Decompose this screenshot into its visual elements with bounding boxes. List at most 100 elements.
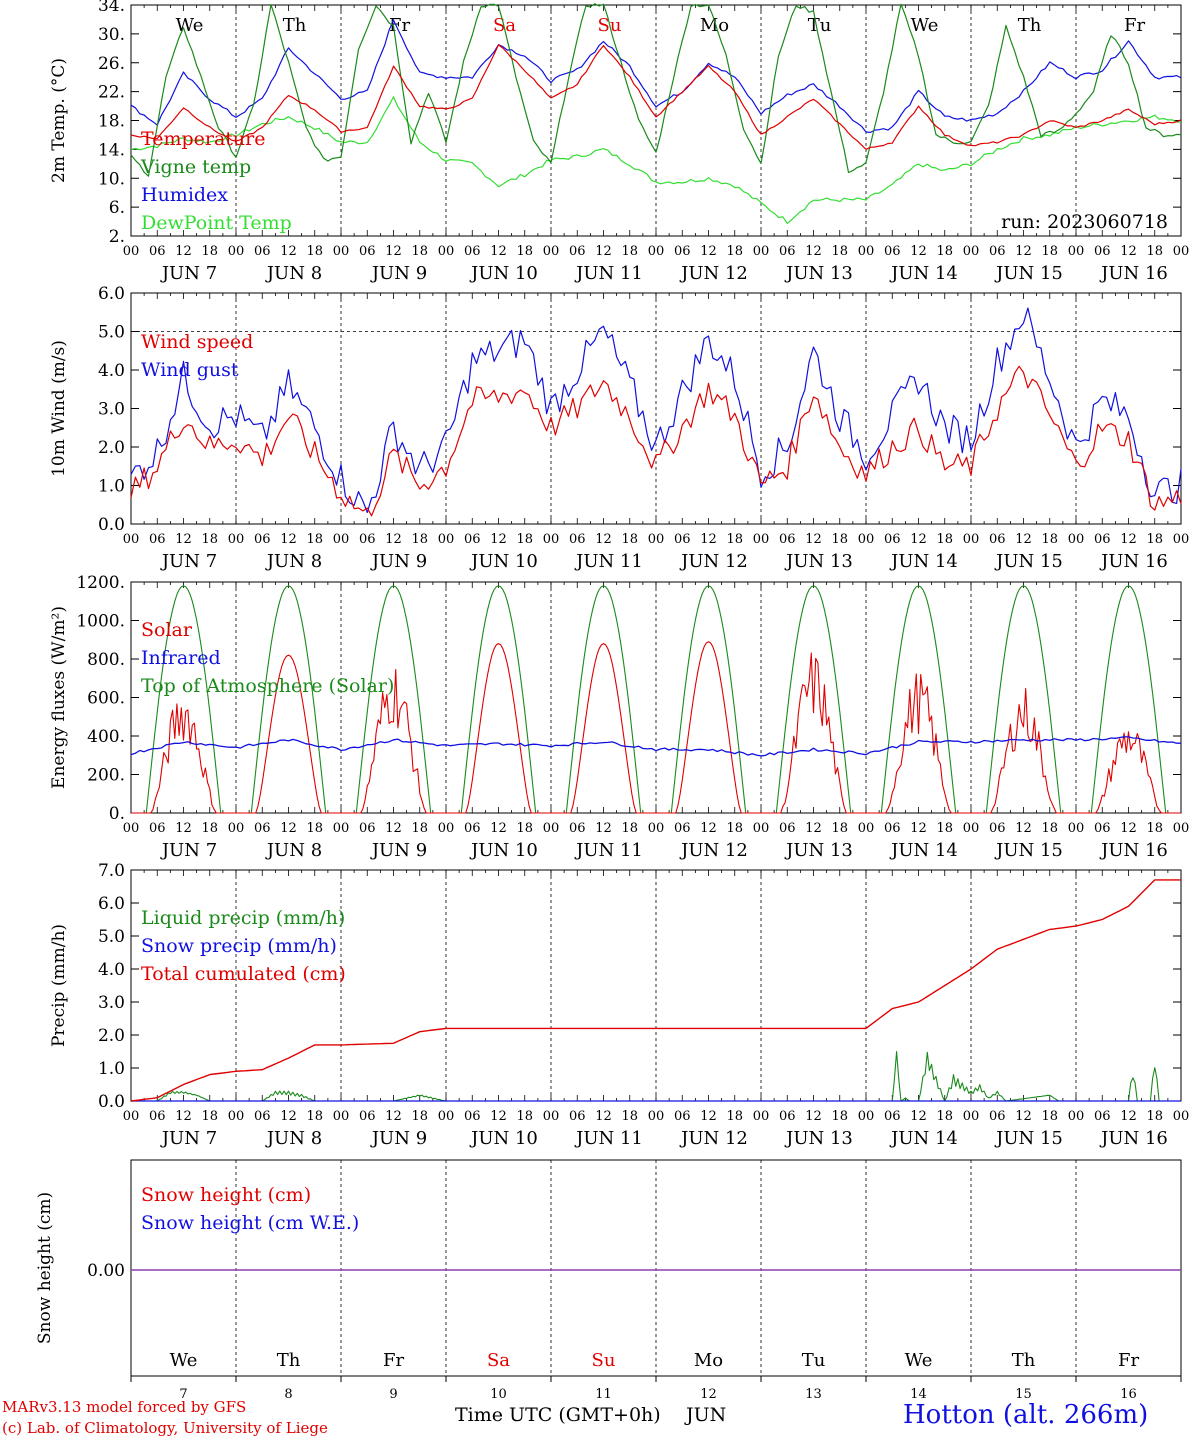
bottom-day-label: 14 bbox=[910, 1387, 927, 1402]
weekday-label: Mo bbox=[694, 1350, 723, 1371]
weekday-label: We bbox=[176, 15, 204, 36]
hour-label: 06 bbox=[359, 532, 376, 547]
date-label: JUN 11 bbox=[574, 840, 643, 861]
hour-label: 00 bbox=[333, 532, 350, 547]
weekday-label: Mo bbox=[700, 15, 729, 36]
hour-label: 12 bbox=[910, 244, 927, 259]
legend-infrared: Infrared bbox=[141, 647, 221, 669]
weekday-label: Su bbox=[592, 1350, 616, 1371]
y-tick-label: 0. bbox=[109, 804, 125, 824]
hour-label: 00 bbox=[963, 1109, 980, 1124]
hour-label: 06 bbox=[779, 244, 796, 259]
date-label: JUN 8 bbox=[265, 551, 322, 572]
hour-label: 00 bbox=[543, 821, 560, 836]
hour-label: 18 bbox=[516, 532, 533, 547]
hour-label: 12 bbox=[595, 532, 612, 547]
y-tick-label: 14. bbox=[98, 140, 125, 160]
y-tick-label: 2. bbox=[109, 227, 125, 247]
hour-label: 06 bbox=[674, 532, 691, 547]
hour-label: 12 bbox=[910, 1109, 927, 1124]
hour-label: 00 bbox=[963, 244, 980, 259]
hour-label: 12 bbox=[700, 821, 717, 836]
y-axis-label-4: Precip (mm/h) bbox=[49, 924, 69, 1047]
bottom-day-label: 9 bbox=[389, 1387, 397, 1402]
hour-label: 00 bbox=[438, 244, 455, 259]
hour-label: 00 bbox=[753, 821, 770, 836]
hour-label: 18 bbox=[516, 821, 533, 836]
date-label: JUN 14 bbox=[889, 263, 958, 284]
hour-label: 00 bbox=[438, 1109, 455, 1124]
hour-label: 00 bbox=[438, 532, 455, 547]
weekday-label: Sa bbox=[493, 15, 516, 36]
hour-label: 18 bbox=[726, 532, 743, 547]
hour-label: 18 bbox=[621, 244, 638, 259]
run-label: run: 2023060718 bbox=[1001, 211, 1168, 233]
lab-credit: (c) Lab. of Climatology, University of L… bbox=[2, 1419, 328, 1437]
hour-label: 00 bbox=[1068, 244, 1085, 259]
hour-label: 12 bbox=[175, 821, 192, 836]
hour-label: 00 bbox=[228, 532, 245, 547]
date-label: JUN 8 bbox=[265, 840, 322, 861]
hour-label: 12 bbox=[805, 532, 822, 547]
weekday-label: Sa bbox=[487, 1350, 510, 1371]
hour-label: 12 bbox=[595, 1109, 612, 1124]
hour-label: 06 bbox=[1094, 244, 1111, 259]
date-label: JUN 7 bbox=[160, 263, 217, 284]
hour-label: 18 bbox=[621, 1109, 638, 1124]
y-tick-label: 400. bbox=[87, 727, 125, 747]
hour-label: 00 bbox=[1173, 821, 1190, 836]
legend-dewpoint-temp: DewPoint Temp bbox=[141, 212, 292, 234]
y-tick-label: 1.0 bbox=[98, 477, 125, 497]
hour-label: 00 bbox=[753, 244, 770, 259]
hour-label: 00 bbox=[648, 1109, 665, 1124]
hour-label: 06 bbox=[359, 244, 376, 259]
legend-humidex: Humidex bbox=[141, 184, 228, 206]
hour-label: 00 bbox=[1068, 532, 1085, 547]
date-label: JUN 7 bbox=[160, 551, 217, 572]
hour-label: 18 bbox=[726, 1109, 743, 1124]
hour-label: 12 bbox=[1015, 532, 1032, 547]
hour-label: 12 bbox=[595, 821, 612, 836]
hour-label: 06 bbox=[884, 1109, 901, 1124]
hour-label: 12 bbox=[700, 1109, 717, 1124]
y-tick-label: 4.0 bbox=[98, 361, 125, 381]
y-tick-label: 5.0 bbox=[98, 927, 125, 947]
hour-label: 06 bbox=[254, 244, 271, 259]
hour-label: 12 bbox=[385, 1109, 402, 1124]
hour-label: 00 bbox=[333, 244, 350, 259]
weekday-label: Th bbox=[283, 15, 307, 36]
hour-label: 00 bbox=[648, 532, 665, 547]
date-label: JUN 8 bbox=[265, 263, 322, 284]
hour-label: 00 bbox=[228, 1109, 245, 1124]
hour-label: 12 bbox=[1120, 532, 1137, 547]
hour-label: 18 bbox=[936, 532, 953, 547]
hour-label: 06 bbox=[464, 532, 481, 547]
hour-label: 18 bbox=[621, 821, 638, 836]
weekday-label: Fr bbox=[1118, 1350, 1139, 1371]
bottom-day-label: 13 bbox=[805, 1387, 822, 1402]
hour-label: 18 bbox=[306, 244, 323, 259]
y-tick-label: 2.0 bbox=[98, 1026, 125, 1046]
hour-label: 00 bbox=[228, 821, 245, 836]
date-label: JUN 13 bbox=[784, 551, 853, 572]
weekday-label: Fr bbox=[1124, 15, 1145, 36]
hour-label: 18 bbox=[1041, 821, 1058, 836]
hour-label: 06 bbox=[464, 1109, 481, 1124]
hour-label: 12 bbox=[1015, 1109, 1032, 1124]
hour-label: 06 bbox=[569, 244, 586, 259]
hour-label: 18 bbox=[306, 1109, 323, 1124]
y-tick-label: 0.0 bbox=[98, 515, 125, 535]
hour-label: 00 bbox=[123, 244, 140, 259]
date-label: JUN 10 bbox=[469, 263, 538, 284]
hour-label: 12 bbox=[1015, 244, 1032, 259]
date-label: JUN 9 bbox=[370, 263, 427, 284]
hour-label: 18 bbox=[201, 244, 218, 259]
hour-label: 12 bbox=[175, 532, 192, 547]
hour-label: 12 bbox=[1120, 1109, 1137, 1124]
hour-label: 12 bbox=[595, 244, 612, 259]
hour-label: 18 bbox=[411, 532, 428, 547]
y-tick-label: 30. bbox=[98, 25, 125, 45]
model-credit: MARv3.13 model forced by GFS bbox=[2, 1398, 247, 1416]
y-tick-label: 0.00 bbox=[87, 1261, 125, 1281]
y-axis-label-1: 2m Temp. (°C) bbox=[49, 58, 69, 183]
